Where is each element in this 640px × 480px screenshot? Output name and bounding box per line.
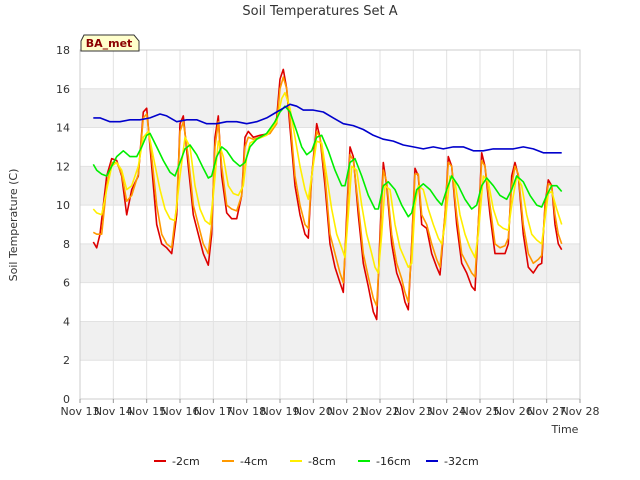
x-tick-label: Nov 28 xyxy=(561,405,600,418)
legend-label: -4cm xyxy=(240,455,268,468)
plot-background-bands xyxy=(80,50,580,399)
y-tick-label: 6 xyxy=(63,277,70,290)
x-tick-label: Nov 23 xyxy=(394,405,433,418)
legend-label: -32cm xyxy=(444,455,479,468)
series-lines xyxy=(92,68,563,321)
x-tick-label: Nov 13 xyxy=(61,405,100,418)
x-tick-label: Nov 17 xyxy=(194,405,233,418)
x-tick-label: Nov 24 xyxy=(427,405,466,418)
legend-label: -2cm xyxy=(172,455,200,468)
background-band xyxy=(80,282,580,322)
y-tick-label: 0 xyxy=(63,393,70,406)
y-tick-label: 18 xyxy=(56,44,70,57)
chart-title: Soil Temperatures Set A xyxy=(242,4,397,19)
background-band xyxy=(80,243,580,283)
x-tick-label: Nov 26 xyxy=(494,405,533,418)
y-tick-label: 16 xyxy=(56,83,70,96)
x-tick-label: Nov 14 xyxy=(94,405,133,418)
background-band xyxy=(80,360,580,399)
y-axis-ticks: 0 2 4 6 8 10 12 14 16 18 xyxy=(56,44,70,406)
x-tick-label: Nov 16 xyxy=(161,405,200,418)
x-tick-label: Nov 22 xyxy=(361,405,400,418)
plot-area-frame xyxy=(79,49,581,400)
x-tick-label: Nov 19 xyxy=(261,405,300,418)
background-band xyxy=(80,321,580,361)
y-tick-label: 4 xyxy=(63,315,70,328)
station-badge: BA_met xyxy=(80,34,140,52)
x-tick-label: Nov 25 xyxy=(461,405,500,418)
background-band xyxy=(80,127,580,167)
legend: -2cm -4cm -8cm -16cm -32cm xyxy=(154,455,479,468)
badge-box xyxy=(80,34,140,52)
x-tick-label: Nov 21 xyxy=(327,405,366,418)
y-tick-label: 10 xyxy=(56,199,70,212)
legend-label: -16cm xyxy=(376,455,411,468)
y-tick-label: 14 xyxy=(56,122,70,135)
background-band xyxy=(80,50,580,89)
badge-label: BA_met xyxy=(86,37,133,50)
x-tick-label: Nov 27 xyxy=(527,405,566,418)
y-tick-label: 2 xyxy=(63,354,70,367)
background-band xyxy=(80,88,580,128)
y-axis-label: Soil Temperature (C) xyxy=(7,169,20,282)
series-line-minus2cm xyxy=(92,68,563,321)
series-line-minus32cm xyxy=(93,103,562,154)
x-tick-label: Nov 20 xyxy=(294,405,333,418)
y-tick-label: 12 xyxy=(56,160,70,173)
x-axis-label: Time xyxy=(551,423,579,436)
series-line-minus4cm xyxy=(92,76,563,307)
x-tick-label: Nov 18 xyxy=(227,405,266,418)
x-tick-label: Nov 15 xyxy=(127,405,166,418)
series-line-minus16cm xyxy=(92,105,563,218)
y-tick-label: 8 xyxy=(63,238,70,251)
legend-label: -8cm xyxy=(308,455,336,468)
